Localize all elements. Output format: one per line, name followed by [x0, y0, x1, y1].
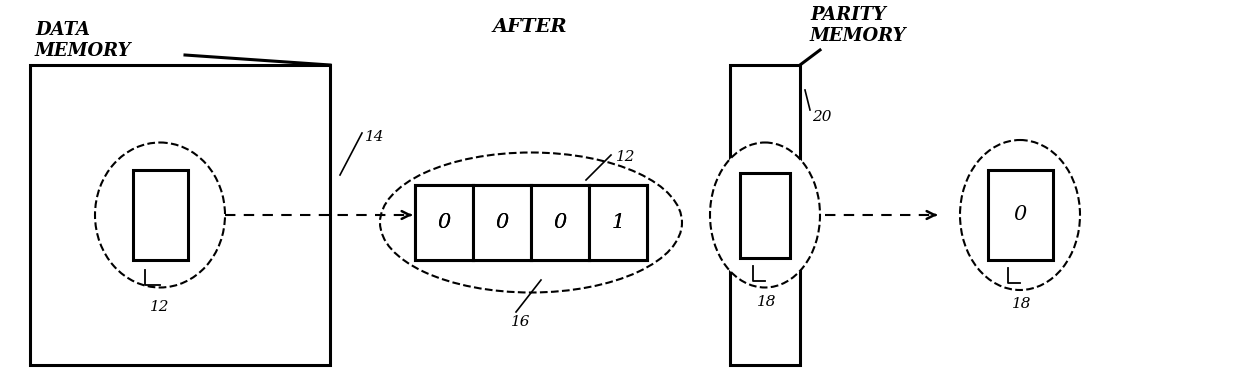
Ellipse shape — [95, 143, 224, 288]
Text: 18: 18 — [1012, 297, 1032, 311]
Text: PARITY
MEMORY: PARITY MEMORY — [810, 6, 906, 45]
Ellipse shape — [960, 140, 1080, 290]
Text: 1: 1 — [611, 213, 625, 232]
Bar — [589, 185, 647, 260]
Bar — [730, 65, 800, 365]
Text: 20: 20 — [812, 110, 832, 124]
Text: 0: 0 — [495, 213, 508, 232]
Ellipse shape — [379, 152, 682, 293]
Bar — [987, 170, 1053, 260]
Text: 18: 18 — [756, 294, 776, 309]
Text: 0: 0 — [553, 213, 567, 232]
Bar — [472, 185, 531, 260]
Bar — [531, 185, 589, 260]
Text: AFTER: AFTER — [492, 18, 568, 36]
Bar — [415, 185, 472, 260]
Bar — [30, 65, 330, 365]
Text: 16: 16 — [511, 315, 531, 329]
Ellipse shape — [711, 143, 820, 288]
Bar — [531, 185, 589, 260]
Bar — [133, 170, 187, 260]
Bar — [740, 172, 790, 257]
Text: 0: 0 — [1013, 205, 1027, 224]
Text: 12: 12 — [150, 300, 170, 314]
Bar — [589, 185, 647, 260]
Bar — [415, 185, 472, 260]
Text: 0: 0 — [553, 213, 567, 232]
Text: 0: 0 — [438, 213, 450, 232]
Text: 12: 12 — [616, 150, 635, 164]
Text: 0: 0 — [495, 213, 508, 232]
Text: DATA
MEMORY: DATA MEMORY — [35, 21, 131, 60]
Text: 14: 14 — [365, 130, 384, 144]
Bar — [472, 185, 531, 260]
Text: 0: 0 — [438, 213, 450, 232]
Text: 1: 1 — [611, 213, 625, 232]
